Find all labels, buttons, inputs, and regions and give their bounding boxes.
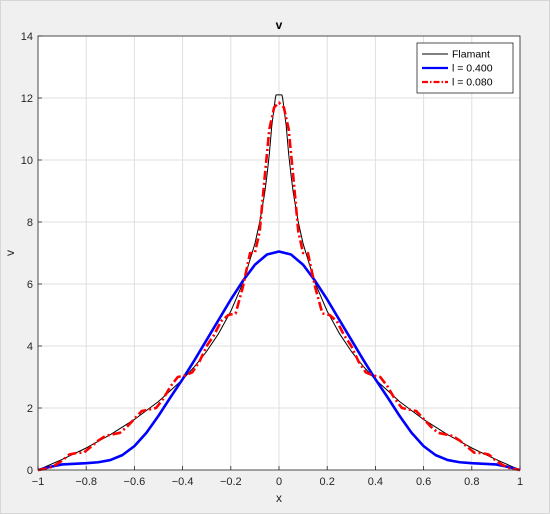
legend-label-1: l = 0.400 bbox=[452, 63, 493, 75]
y-tick-label: 0 bbox=[27, 465, 33, 477]
x-tick-label: 0.6 bbox=[416, 476, 431, 488]
legend-label-2: l = 0.080 bbox=[452, 77, 493, 89]
legend: Flamant l = 0.400 l = 0.080 bbox=[416, 42, 514, 94]
x-tick-label: 0 bbox=[276, 476, 282, 488]
series-line-0 bbox=[37, 94, 521, 471]
y-tick-label: 6 bbox=[27, 279, 33, 291]
y-tick-label: 2 bbox=[27, 403, 33, 415]
series-line-1 bbox=[37, 250, 521, 472]
y-tick-label: 4 bbox=[27, 341, 33, 353]
series-layer bbox=[37, 94, 521, 472]
x-tick-label: 1 bbox=[517, 476, 523, 488]
x-tick-label: 0.2 bbox=[320, 476, 335, 488]
x-tick-label: 0.8 bbox=[464, 476, 479, 488]
x-axis-label: x bbox=[276, 491, 282, 505]
y-axis-label: v bbox=[3, 250, 17, 256]
axis-ticks: −1 −0.8 −0.6 −0.4 −0.2 0 0.2 0.4 0.6 0.8 102468101… bbox=[21, 31, 523, 488]
y-tick-label: 12 bbox=[21, 93, 33, 105]
chart-title: v bbox=[276, 18, 283, 32]
series-line-2 bbox=[37, 101, 521, 472]
y-tick-label: 10 bbox=[21, 155, 33, 167]
x-tick-label: −0.8 bbox=[75, 476, 97, 488]
legend-label-0: Flamant bbox=[452, 49, 490, 61]
x-tick-label: −0.4 bbox=[172, 476, 194, 488]
x-tick-label: 0.4 bbox=[368, 476, 383, 488]
y-tick-label: 14 bbox=[21, 31, 33, 43]
x-tick-label: −0.6 bbox=[124, 476, 146, 488]
x-tick-label: −1 bbox=[32, 476, 45, 488]
y-tick-label: 8 bbox=[27, 217, 33, 229]
x-tick-label: −0.2 bbox=[220, 476, 242, 488]
